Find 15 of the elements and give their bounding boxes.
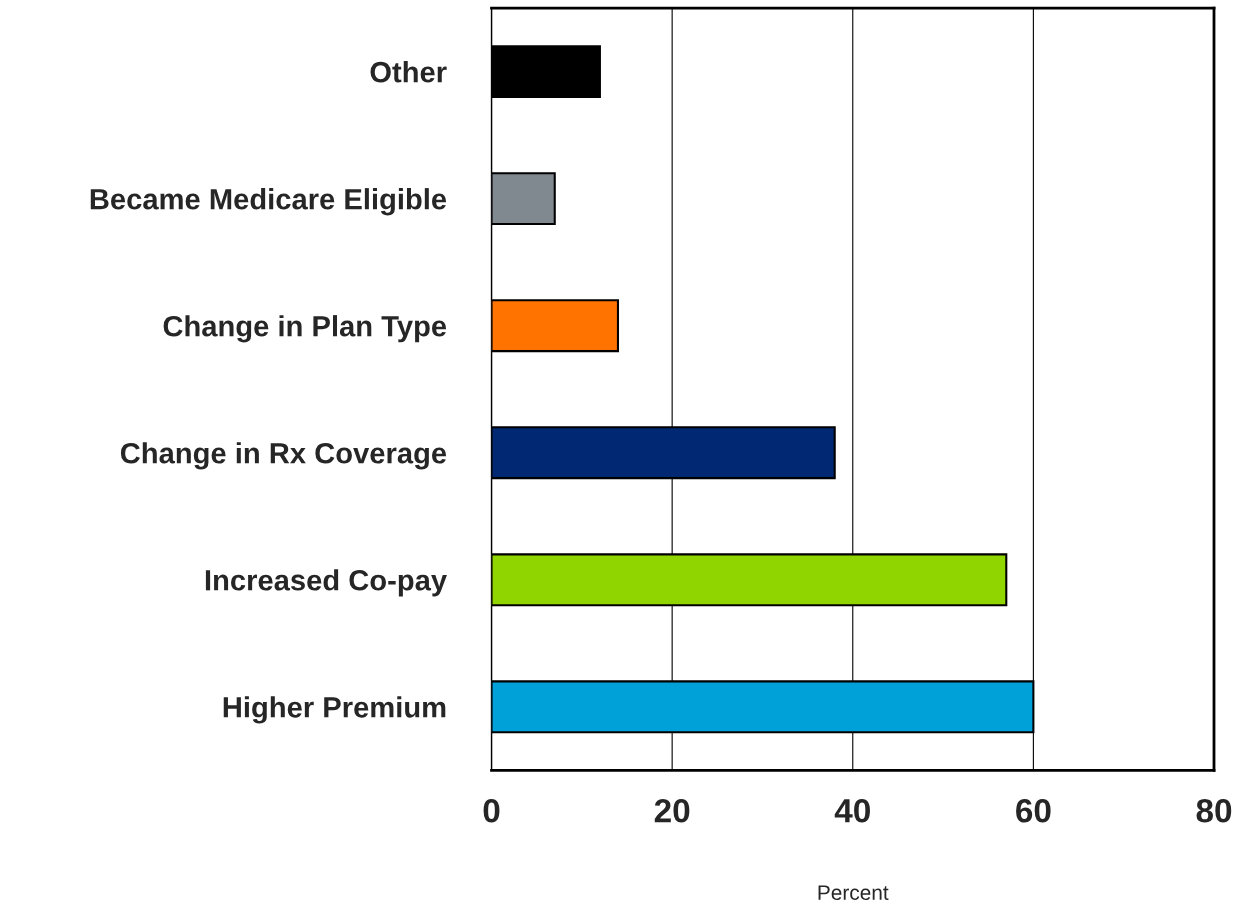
x-axis-title: Percent xyxy=(818,885,889,901)
x-tick-label: 20 xyxy=(654,798,690,823)
bar xyxy=(491,172,556,226)
x-tick-label: 60 xyxy=(1016,798,1051,823)
bar xyxy=(491,299,619,353)
y-tick-label: Became Medicare Eligible xyxy=(90,188,447,216)
y-tick-label: Increased Co-pay xyxy=(205,569,447,597)
y-tick-label: Change in Plan Type xyxy=(163,315,447,343)
y-tick-label: Higher Premium xyxy=(223,696,446,724)
y-tick-label: Change in Rx Coverage xyxy=(120,442,447,470)
bar xyxy=(491,45,601,99)
x-tick-label: 0 xyxy=(483,798,500,823)
x-tick-label: 40 xyxy=(834,798,870,823)
x-tick-label: 80 xyxy=(1196,798,1232,823)
y-tick-label: Other xyxy=(370,61,447,83)
